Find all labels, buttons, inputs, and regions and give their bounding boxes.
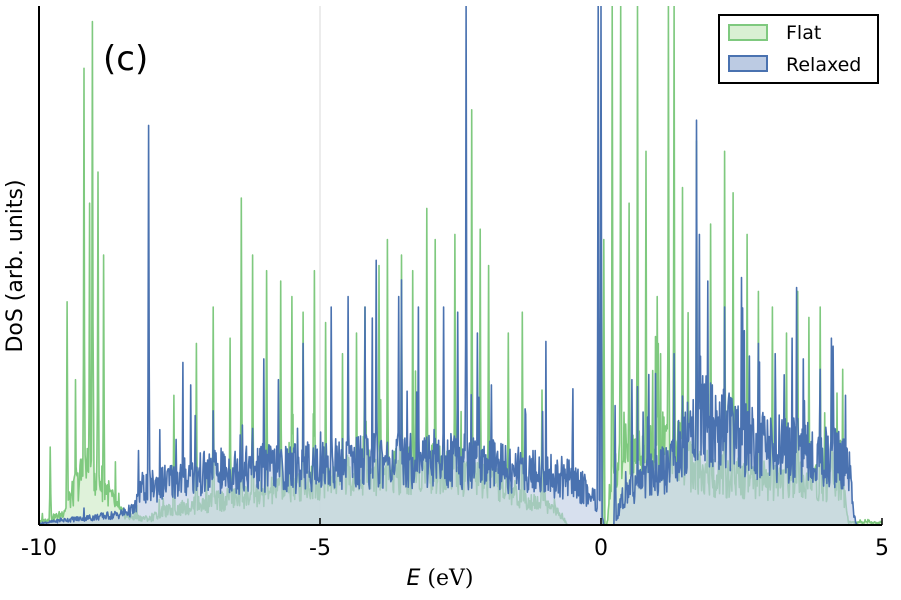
plot-area [39,6,882,525]
panel-label: (c) [103,39,148,79]
x-tick-label-1: -5 [309,536,331,561]
x-axis-label-unit: (eV) [420,566,473,591]
x-tick-label-3: 5 [875,536,889,561]
axes: -10 -5 0 5 [21,6,889,561]
series-layer [39,6,882,525]
legend-swatch-flat [728,24,768,41]
x-axis-label: E (eV) [407,566,474,591]
series-line-relaxed [39,6,882,525]
series-area-relaxed [39,6,882,525]
x-tick-label-0: -10 [21,536,57,561]
y-axis-label: DoS (arb. units) [3,179,28,352]
legend-label-relaxed: Relaxed [786,54,861,76]
legend-swatch-relaxed [728,55,768,72]
x-tick-label-2: 0 [594,536,608,561]
x-axis-label-symbol: E [407,566,421,591]
legend-label-flat: Flat [786,22,821,44]
legend: Flat Relaxed [718,14,879,84]
